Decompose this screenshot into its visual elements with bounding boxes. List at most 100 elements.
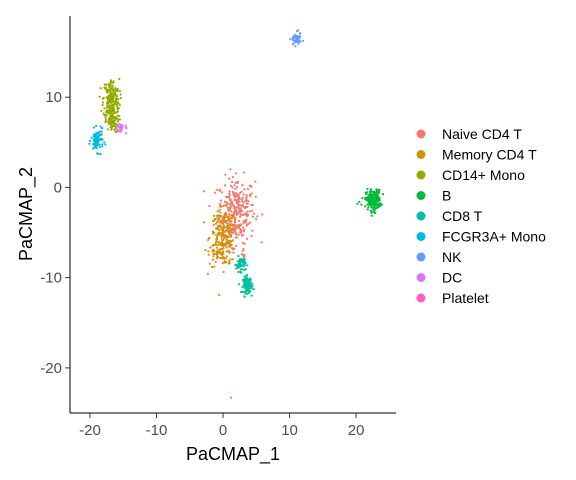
data-point (232, 247, 235, 250)
data-point (238, 258, 241, 261)
data-point (227, 262, 230, 265)
data-point (226, 219, 229, 222)
data-point (114, 87, 117, 90)
data-point (101, 143, 104, 146)
data-point (222, 231, 225, 234)
data-point (235, 192, 238, 195)
data-point (92, 126, 95, 129)
legend-item: Naive CD4 T (416, 126, 522, 142)
data-point (378, 197, 381, 200)
data-point (241, 203, 244, 206)
data-point (114, 89, 117, 92)
data-point (234, 211, 238, 214)
legend-marker (416, 273, 426, 282)
data-point (212, 255, 215, 258)
data-point (242, 193, 245, 196)
data-point (212, 223, 215, 226)
data-point (103, 107, 106, 110)
data-point (376, 206, 379, 209)
data-point (216, 236, 219, 239)
data-point (378, 199, 381, 202)
data-point (207, 238, 210, 242)
data-point (239, 268, 243, 271)
data-point (245, 218, 248, 221)
data-point (234, 199, 237, 202)
data-point (203, 221, 206, 224)
legend-label: NK (442, 249, 462, 265)
data-point (224, 200, 227, 203)
data-point (222, 221, 225, 224)
data-point (219, 188, 222, 191)
data-point (95, 124, 98, 127)
data-point (232, 251, 235, 254)
series-5 (88, 124, 107, 156)
data-point (378, 204, 381, 207)
data-point (124, 124, 127, 127)
data-point (219, 211, 222, 214)
data-point (92, 147, 95, 150)
data-point (116, 110, 119, 113)
data-point (228, 225, 231, 228)
data-point (252, 215, 255, 218)
data-point (375, 190, 379, 193)
data-point (228, 251, 231, 254)
data-point (229, 208, 232, 211)
data-point (219, 256, 222, 260)
data-point (215, 238, 218, 241)
data-point (228, 220, 231, 223)
data-point (242, 247, 245, 251)
data-point (109, 79, 112, 82)
data-point (250, 192, 253, 195)
data-point (248, 193, 251, 196)
data-point (366, 208, 369, 211)
data-point (233, 205, 236, 208)
data-point (220, 240, 223, 244)
data-point (101, 103, 104, 107)
data-point (249, 284, 252, 287)
data-point (248, 221, 251, 224)
data-point (239, 290, 243, 294)
data-point (107, 122, 111, 125)
data-point (208, 205, 211, 208)
legend-marker (416, 252, 426, 262)
data-point (291, 42, 294, 46)
data-point (219, 221, 223, 224)
data-point (367, 193, 370, 196)
data-point (238, 260, 241, 263)
data-point (95, 145, 98, 148)
data-point (239, 271, 242, 274)
data-point (102, 96, 105, 100)
data-point (99, 152, 102, 156)
data-point (364, 205, 367, 208)
data-point (124, 126, 128, 129)
data-point (228, 260, 231, 263)
data-point (234, 187, 237, 190)
data-point (208, 262, 211, 265)
data-point (237, 283, 240, 286)
data-point (370, 211, 373, 215)
data-point (108, 90, 111, 93)
data-point (374, 201, 377, 204)
data-point (230, 229, 233, 232)
data-point (218, 228, 221, 231)
data-point (243, 259, 246, 262)
data-point (239, 209, 242, 212)
data-point (248, 282, 251, 285)
data-point (243, 262, 246, 265)
data-point (106, 102, 109, 105)
data-point (225, 238, 228, 241)
data-point (217, 243, 220, 246)
data-point (233, 192, 236, 195)
data-point (229, 245, 232, 248)
data-point (216, 256, 219, 259)
data-point (299, 40, 302, 43)
data-point (97, 132, 100, 135)
data-point (109, 122, 112, 125)
data-point (234, 244, 238, 247)
data-point (234, 227, 237, 230)
data-point (228, 192, 231, 195)
data-point (103, 141, 106, 144)
data-point (221, 229, 225, 232)
data-point (248, 290, 251, 293)
data-point (244, 292, 247, 295)
